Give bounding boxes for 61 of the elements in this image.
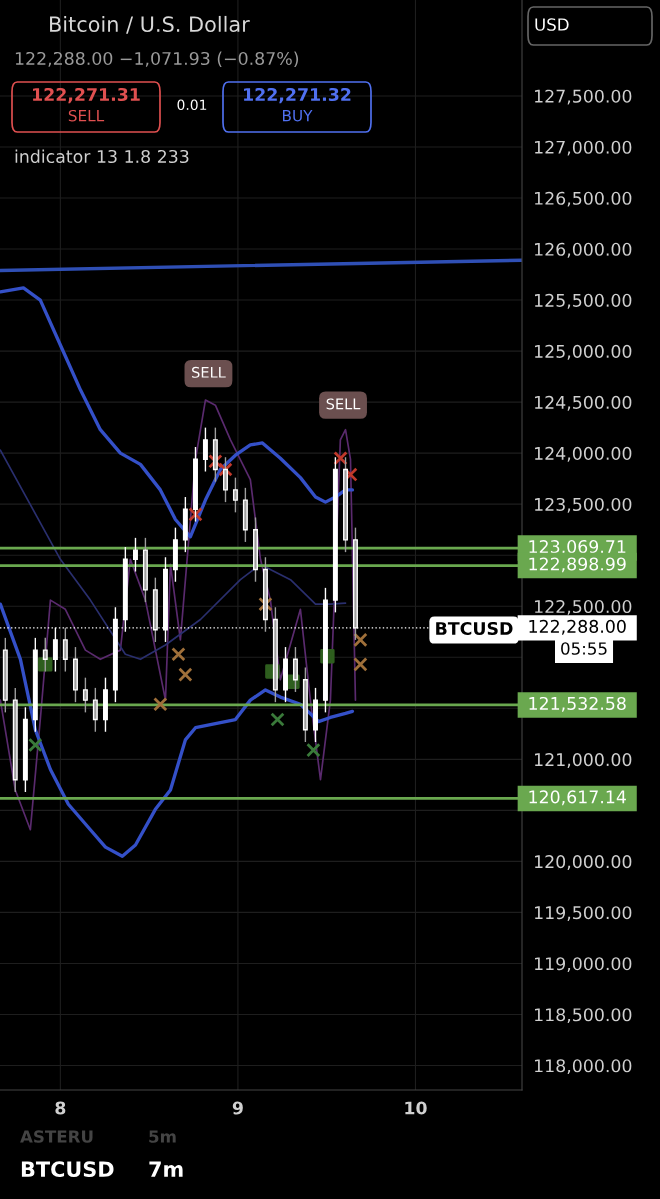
annotation: SELL	[326, 398, 361, 410]
y-tick-label: 118,000.00	[535, 1059, 632, 1075]
x-tick-label: 9	[232, 1101, 243, 1115]
annotation: indicator 13 1.8 233	[15, 149, 189, 164]
point	[28, 737, 43, 753]
ref-line-label: 120,617.14	[529, 790, 626, 806]
y-tick-label: 118,500.00	[535, 1008, 632, 1024]
y-tick-label: 122,500.00	[535, 599, 632, 615]
point	[353, 632, 368, 648]
text: 7m	[149, 1161, 183, 1177]
candlestick	[292, 646, 298, 693]
point	[270, 712, 285, 727]
line-series	[0, 449, 347, 661]
annotation: SELL	[68, 109, 105, 122]
text: USD	[535, 18, 569, 31]
point	[306, 742, 321, 758]
annotation: SELL	[192, 366, 226, 378]
y-tick-label: 125,000.00	[535, 344, 632, 360]
x-tick-label: 8	[55, 1101, 66, 1115]
point	[218, 462, 233, 477]
y-tick-label: 126,000.00	[535, 242, 632, 258]
ref-line-label: 122,898.99	[529, 557, 626, 573]
text: BTCUSD	[21, 1161, 114, 1178]
y-tick-label: 121,000.00	[535, 753, 632, 768]
candlestick	[232, 476, 238, 514]
text: 05:55	[561, 642, 607, 655]
y-tick-label: 125,500.00	[535, 293, 632, 309]
point	[171, 647, 186, 662]
y-tick-label: 123,500.00	[535, 497, 632, 513]
candlestick	[223, 456, 228, 503]
ref-line-label: 123,069.71	[529, 540, 626, 555]
y-tick-label: 119,000.00	[535, 957, 632, 973]
point	[178, 667, 193, 682]
text: 122,288.00 −1,071.93 (−0.87%)	[15, 51, 299, 68]
x-tick-label: 10	[405, 1101, 427, 1115]
y-tick-label: 127,000.00	[535, 140, 632, 156]
y-tick-label: 126,500.00	[535, 191, 632, 207]
y-tick-label: 120,000.00	[535, 855, 632, 870]
annotation: 122,271.31	[33, 87, 140, 104]
candlestick	[202, 426, 208, 473]
ref-line-label: 122,288.00	[529, 619, 626, 635]
y-tick-label: 124,500.00	[535, 395, 632, 411]
candlestick	[133, 537, 138, 573]
candlestick	[92, 687, 98, 733]
text: ASTERU	[20, 1130, 93, 1143]
y-tick-label: 119,500.00	[535, 906, 632, 922]
y-tick-label: 124,000.00	[535, 446, 632, 462]
point	[353, 657, 368, 672]
candlestick	[82, 676, 88, 714]
ref-line-label: 121,532.58	[529, 696, 626, 712]
text: Bitcoin / U.S. Dollar	[50, 15, 250, 34]
annotation: 122,271.32	[244, 87, 351, 104]
annotation: 0.01	[177, 99, 207, 111]
point	[333, 451, 348, 466]
point	[153, 697, 168, 712]
candlestick	[42, 637, 48, 673]
y-tick-label: 127,500.00	[535, 89, 632, 105]
line-series	[0, 602, 355, 858]
annotation: BUY	[283, 110, 313, 122]
annotation: BTCUSD	[436, 621, 513, 636]
text: 5m	[149, 1130, 176, 1143]
